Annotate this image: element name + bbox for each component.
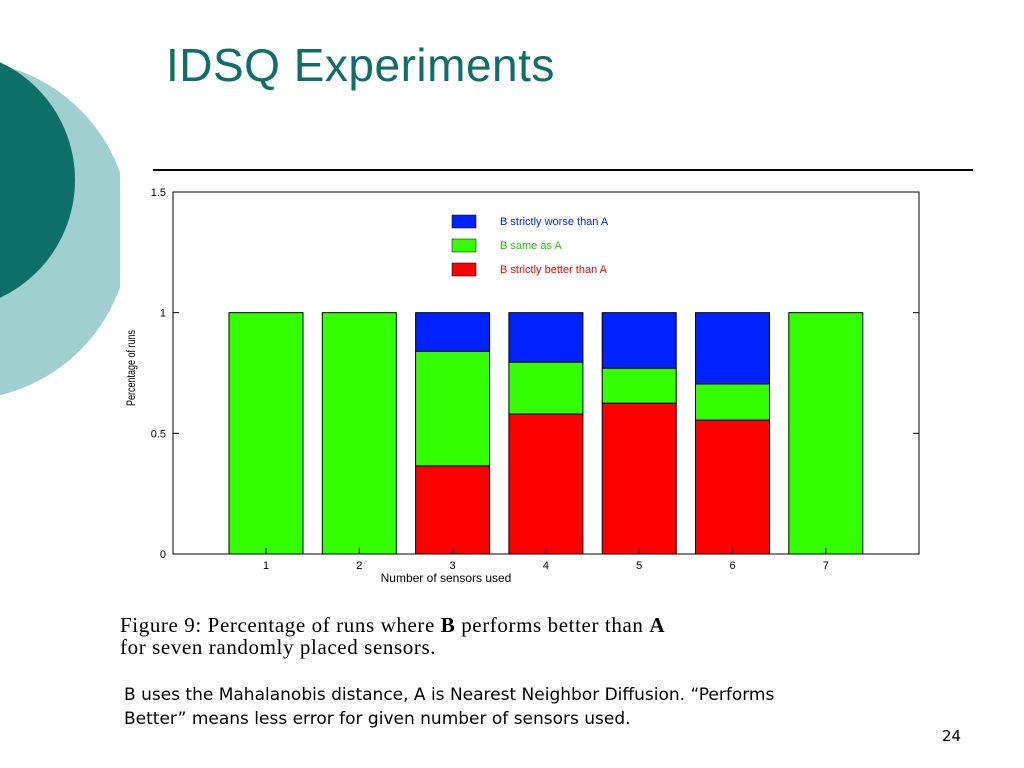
title-divider (153, 169, 973, 171)
x-tick-label: 3 (450, 560, 456, 572)
y-tick-label: 0 (160, 549, 166, 561)
slide-title: IDSQ Experiments (166, 39, 555, 91)
bar-segment (695, 419, 770, 555)
bar-segment (601, 402, 677, 555)
legend-swatch (451, 238, 477, 253)
figure-caption: Figure 9: Percentage of runs where B per… (120, 614, 940, 658)
stacked-bar-chart: 0 0.5 1 1.5 1 2 3 4 5 6 7 Number of sensors used Per… (125, 187, 920, 585)
x-axis-label: Number of sensors used (381, 571, 512, 585)
legend-label: B same as A (500, 240, 562, 252)
y-tick-label: 0.5 (151, 428, 166, 440)
bar-segment (601, 312, 677, 369)
legend-swatch (451, 262, 477, 277)
x-tick-label: 5 (636, 560, 642, 572)
x-tick-label: 7 (823, 560, 829, 572)
bar-segment (508, 413, 584, 555)
decorative-circles (0, 62, 120, 396)
caption-text-1: Figure 9: Percentage of runs where (120, 613, 441, 637)
bar-segment (415, 350, 491, 467)
bar-segment (788, 312, 864, 555)
x-tick-label: 4 (543, 560, 549, 572)
x-tick-label: 2 (356, 560, 362, 572)
x-tick-label: 6 (729, 560, 735, 572)
bar-segment (601, 367, 677, 404)
caption-text-2: performs better than (455, 613, 650, 637)
caption-b: B (440, 613, 456, 637)
y-tick-label: 1.5 (151, 187, 166, 199)
x-tick-label: 1 (263, 560, 269, 572)
bar-segment (415, 465, 491, 555)
caption-a: A (649, 613, 666, 637)
y-axis-label: Percentage of runs (125, 330, 139, 406)
bar-segment (321, 312, 397, 555)
legend-swatch (451, 214, 477, 229)
legend-label: B strictly worse than A (500, 216, 609, 228)
page-number: 24 (942, 727, 962, 745)
description-line-1: B uses the Mahalanobis distance, A is Ne… (124, 685, 775, 705)
y-tick-label: 1 (160, 308, 166, 320)
caption-line-2: for seven randomly placed sensors. (120, 635, 437, 659)
bar-segment (415, 312, 491, 352)
description-line-2: Better” means less error for given numbe… (124, 709, 631, 729)
legend-label: B strictly better than A (500, 264, 608, 276)
bar-segment (508, 361, 584, 415)
bar-segment (228, 312, 304, 555)
bar-segment (508, 312, 584, 363)
caption-line-1: Figure 9: Percentage of runs where B per… (120, 614, 940, 636)
description-text: B uses the Mahalanobis distance, A is Ne… (124, 683, 924, 731)
bar-segment (695, 383, 770, 421)
dark-teal-circle (0, 62, 75, 298)
bar-segment (695, 312, 770, 385)
